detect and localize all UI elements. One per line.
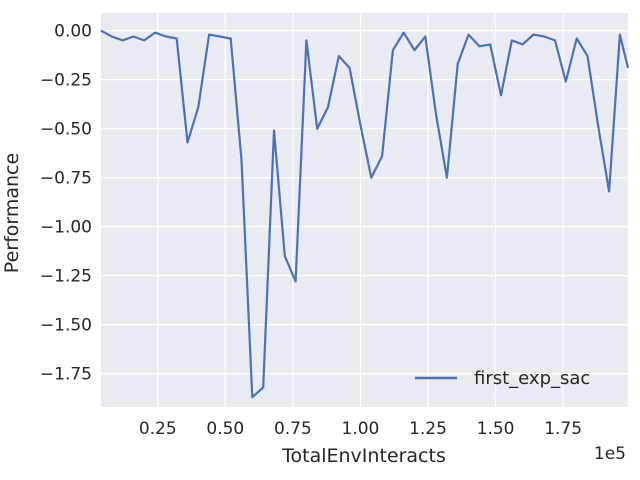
series-layer <box>100 29 630 399</box>
grid-lines <box>101 13 628 407</box>
y-tick-label: −1.50 <box>40 316 92 336</box>
y-tick-label: −1.75 <box>40 365 92 385</box>
x-offset-label: 1e5 <box>594 444 626 464</box>
x-tick-label: 0.25 <box>139 419 177 439</box>
plot-background <box>101 13 628 407</box>
x-tick-label: 0.75 <box>274 419 312 439</box>
series-line-first_exp_sac <box>100 29 630 399</box>
y-tick-label: −0.50 <box>40 120 92 140</box>
y-tick-labels: 0.00 −0.25 −0.50 −0.75 −1.00 −1.25 −1.50 −1.75 <box>40 22 92 385</box>
x-axis-label: TotalEnvInteracts <box>281 445 446 467</box>
x-tick-label: 1.25 <box>409 419 447 439</box>
y-tick-label: −0.75 <box>40 169 92 189</box>
x-tick-label: 1.00 <box>342 419 380 439</box>
y-tick-label: 0.00 <box>54 22 92 42</box>
x-tick-label: 1.50 <box>477 419 515 439</box>
x-tick-labels: 0.25 0.50 0.75 1.00 1.25 1.50 1.75 <box>139 419 582 439</box>
legend-label: first_exp_sac <box>474 368 590 389</box>
y-tick-label: −1.25 <box>40 267 92 287</box>
legend: first_exp_sac <box>415 368 590 389</box>
y-tick-label: −1.00 <box>40 218 92 238</box>
y-axis-label: Performance <box>1 153 23 273</box>
x-tick-label: 0.50 <box>206 419 244 439</box>
y-tick-label: −0.25 <box>40 71 92 91</box>
x-tick-label: 1.75 <box>544 419 582 439</box>
